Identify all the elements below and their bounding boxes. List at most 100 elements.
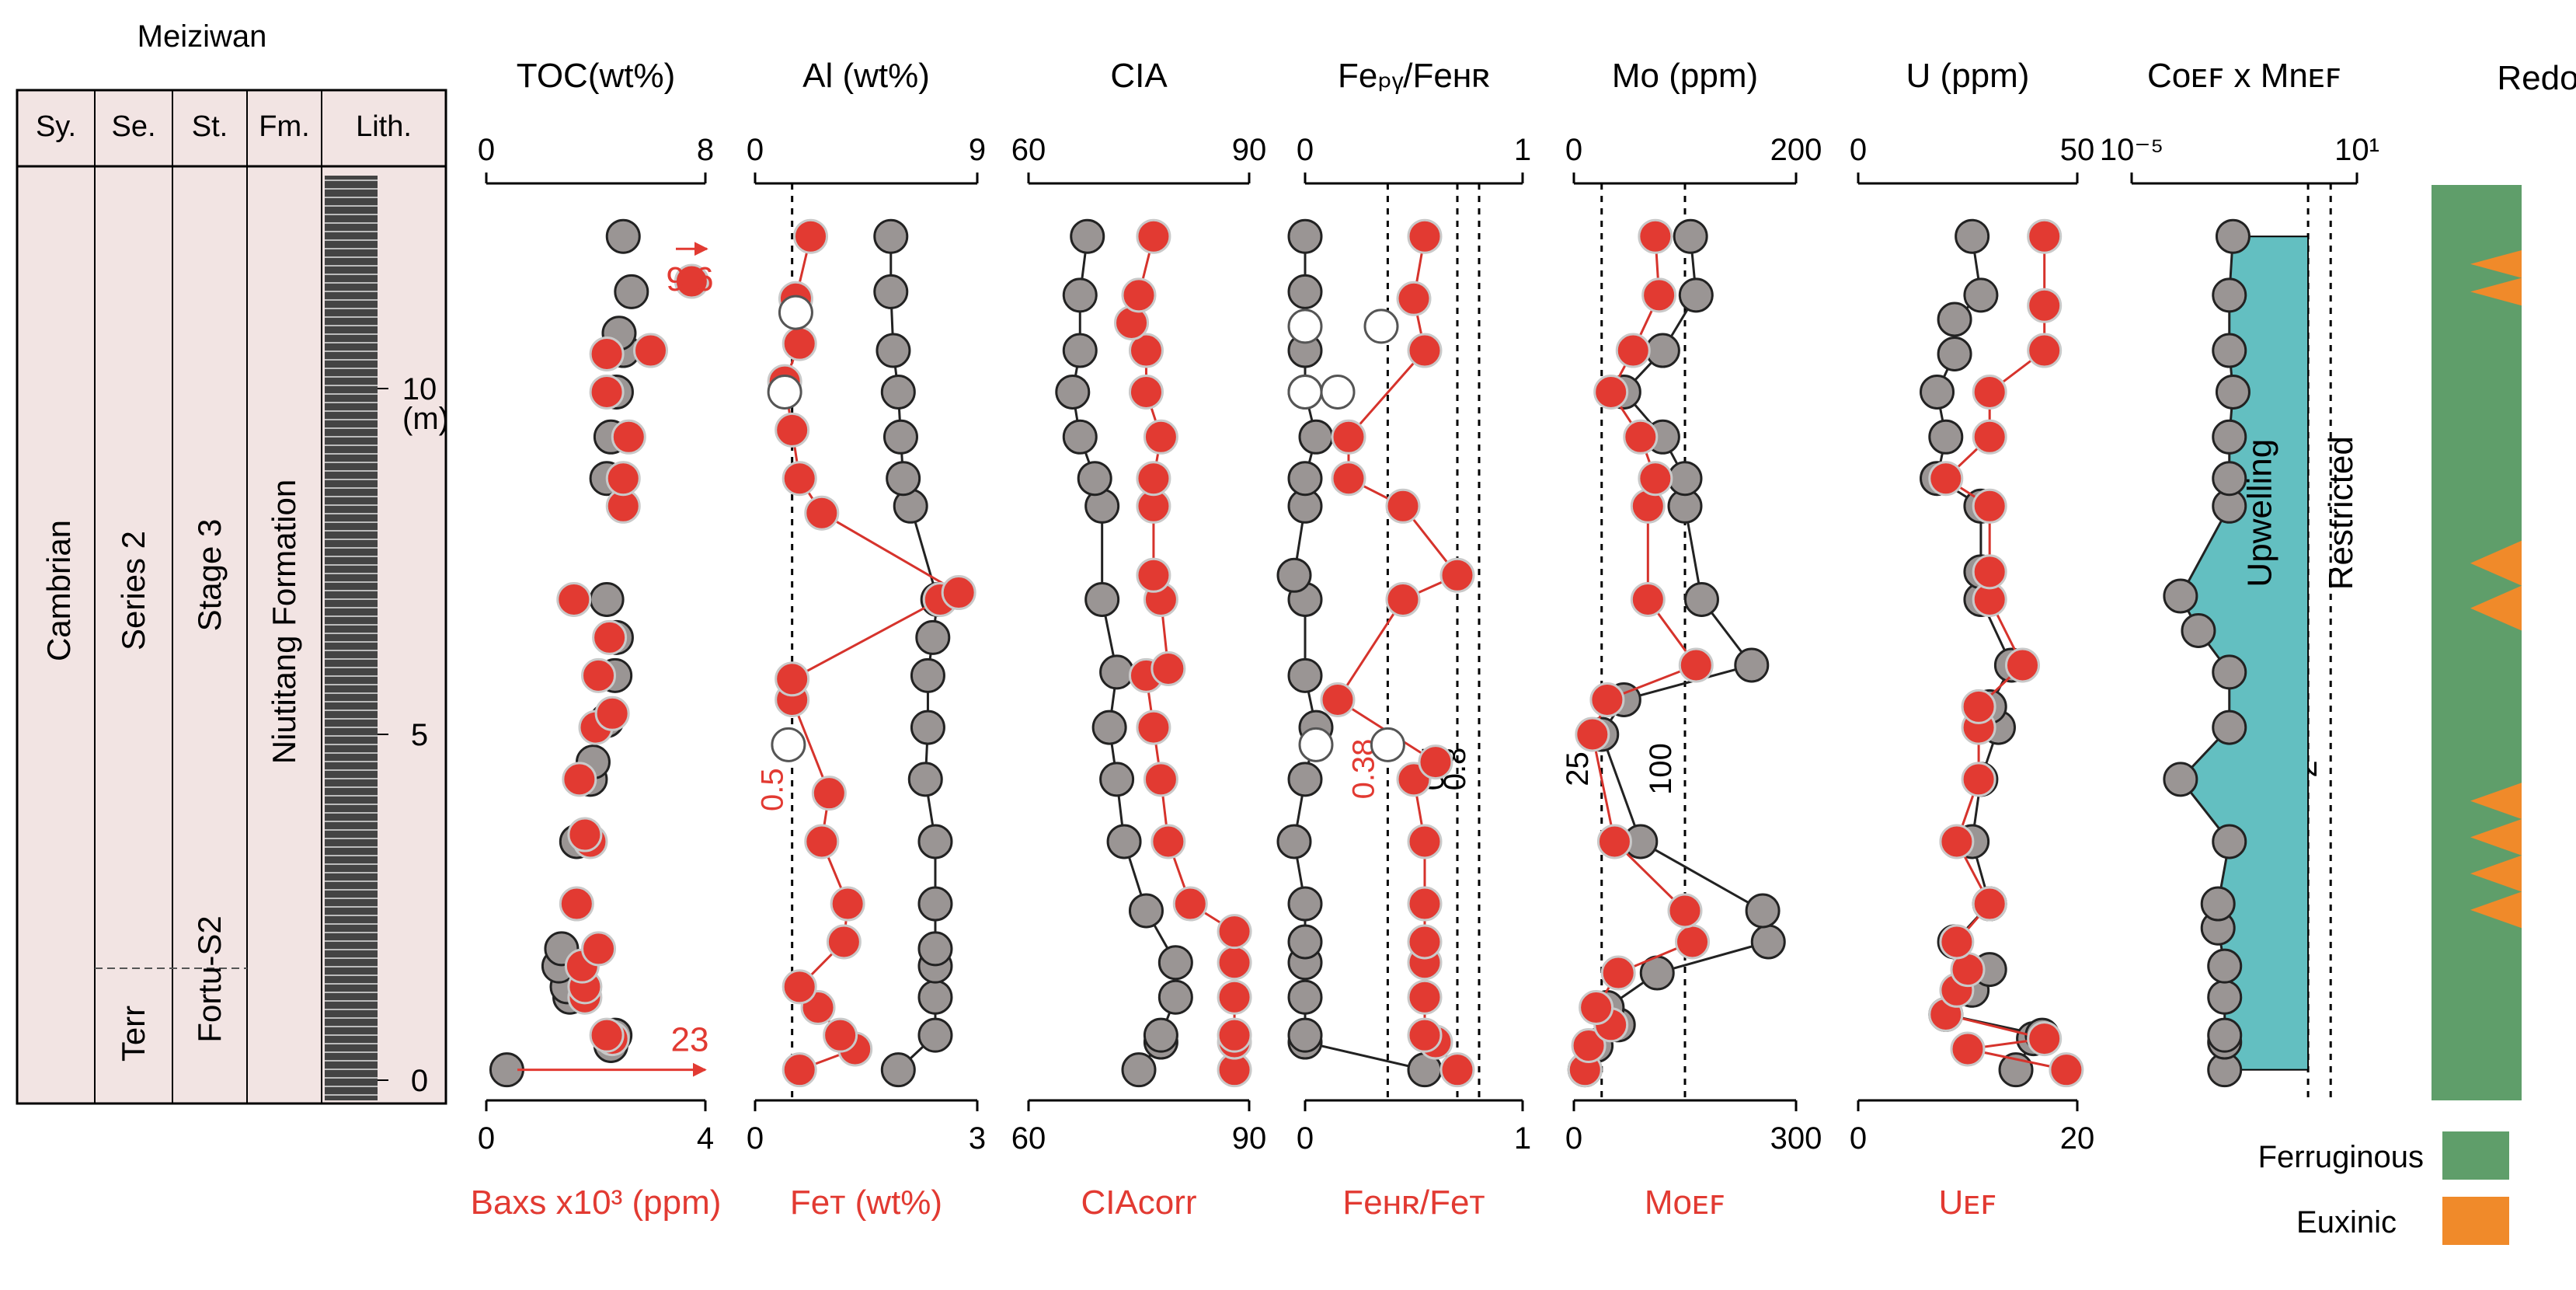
data-point	[1276, 824, 1312, 859]
top-tick-label: 10¹	[2334, 133, 2379, 167]
bottom-axis-label: Baxs x10³ (ppm)	[471, 1184, 722, 1222]
data-point	[1062, 419, 1098, 455]
data-point	[1150, 824, 1186, 859]
bottom-tick-label: 90	[1232, 1121, 1267, 1156]
data-point	[581, 657, 617, 693]
bottom-tick-label: 0	[1850, 1121, 1867, 1156]
upwelling-label: Upwelling	[2241, 439, 2279, 587]
reference-label: 25	[1561, 751, 1595, 786]
data-point	[2163, 578, 2198, 614]
depth-tick-label: 10	[402, 372, 437, 406]
data-point	[1928, 461, 1964, 497]
system-label: Cambrian	[40, 520, 77, 661]
data-point	[1287, 886, 1323, 922]
euxinic-spike	[2470, 540, 2522, 586]
data-point	[1596, 824, 1632, 859]
data-point	[875, 333, 911, 368]
bottom-tick-label: 20	[2060, 1121, 2095, 1156]
panel-5: U (ppm) 0 50 0 20 Uᴇꜰ	[1850, 57, 2094, 1222]
data-point	[1623, 419, 1659, 455]
data-point	[782, 1052, 817, 1088]
data-point	[1937, 336, 1972, 371]
data-point	[1407, 1017, 1443, 1053]
data-point	[1287, 657, 1323, 693]
data-point	[1385, 581, 1421, 617]
legend-ferruginous-label: Ferruginous	[2258, 1140, 2424, 1174]
data-point	[1287, 924, 1323, 960]
data-point	[1287, 979, 1323, 1015]
data-point	[1407, 333, 1443, 368]
legend-ferruginous-swatch	[2442, 1131, 2509, 1180]
data-point	[1667, 461, 1703, 497]
restricted-label: Restricted	[2322, 436, 2360, 590]
data-point	[915, 619, 951, 655]
data-point	[589, 374, 625, 410]
hollow-point	[1370, 727, 1405, 762]
euxinic-spike	[2470, 250, 2522, 278]
panel-title: CIA	[1110, 57, 1168, 95]
bottom-axis-label: Uᴇꜰ	[1939, 1184, 1997, 1222]
redox-title: Redox	[2497, 59, 2576, 97]
panel-4: Mo (ppm) 0 200 0 300 Moᴇꜰ 25 100	[1561, 57, 1822, 1222]
data-point	[1734, 647, 1770, 683]
data-point	[1077, 461, 1112, 497]
data-point	[1418, 744, 1453, 780]
data-point	[886, 461, 921, 497]
data-point	[1575, 716, 1610, 752]
data-point	[1136, 557, 1171, 593]
top-tick-label: 0	[478, 133, 495, 167]
hollow-point	[767, 374, 802, 410]
euxinic-spike	[2470, 277, 2522, 306]
data-point	[605, 461, 641, 497]
data-point	[2181, 613, 2216, 648]
data-point	[811, 776, 847, 811]
data-point	[1678, 647, 1714, 683]
data-point	[1673, 218, 1708, 254]
data-point	[1217, 979, 1252, 1015]
bottom-tick-label: 300	[1770, 1121, 1822, 1156]
data-point	[2212, 419, 2247, 455]
data-point	[1136, 461, 1171, 497]
top-tick-label: 10⁻⁵	[2100, 133, 2163, 167]
data-point	[1128, 893, 1164, 929]
depth-scale: 0 5 10	[378, 372, 437, 1098]
legend-euxinic-swatch	[2442, 1197, 2509, 1245]
stage-lower-label: Fortu-S2	[191, 915, 228, 1042]
data-point	[873, 218, 909, 254]
hollow-point	[1287, 374, 1323, 410]
hollow-point	[1287, 309, 1323, 344]
header-stage: St.	[192, 110, 228, 143]
data-point	[830, 886, 865, 922]
euxinic-spike	[2470, 783, 2522, 820]
hollow-point	[1363, 309, 1399, 344]
data-point	[1961, 762, 1996, 797]
data-point	[1143, 419, 1178, 455]
data-point	[1961, 689, 1996, 724]
data-point	[674, 263, 709, 299]
data-point	[1439, 557, 1475, 593]
data-point	[1128, 333, 1164, 368]
data-point	[1150, 650, 1186, 686]
data-point	[917, 979, 953, 1015]
legend-euxinic-label: Euxinic	[2296, 1205, 2397, 1239]
panel-6: Coᴇꜰ x Mnᴇꜰ10⁻⁵10¹0.52UpwellingRestricte…	[2100, 57, 2379, 1100]
panel-title: Al (wt%)	[802, 57, 930, 95]
data-point	[1287, 461, 1323, 497]
data-point	[804, 495, 840, 531]
series-lower-label: Terr	[115, 1006, 151, 1062]
annotation-top: 9.6	[666, 260, 713, 298]
data-point	[804, 824, 840, 859]
data-point	[1062, 333, 1098, 368]
data-point	[1407, 979, 1443, 1015]
data-point	[2005, 647, 2040, 683]
data-point	[941, 575, 976, 611]
data-point	[1121, 1052, 1157, 1088]
depth-tick-label: 0	[411, 1064, 428, 1098]
data-point	[633, 333, 668, 368]
data-point	[1641, 277, 1677, 313]
data-point	[567, 817, 603, 852]
data-point	[581, 931, 617, 967]
top-tick-label: 0	[1565, 133, 1582, 167]
depth-unit: (m)	[402, 402, 449, 436]
data-point	[1217, 1017, 1252, 1053]
